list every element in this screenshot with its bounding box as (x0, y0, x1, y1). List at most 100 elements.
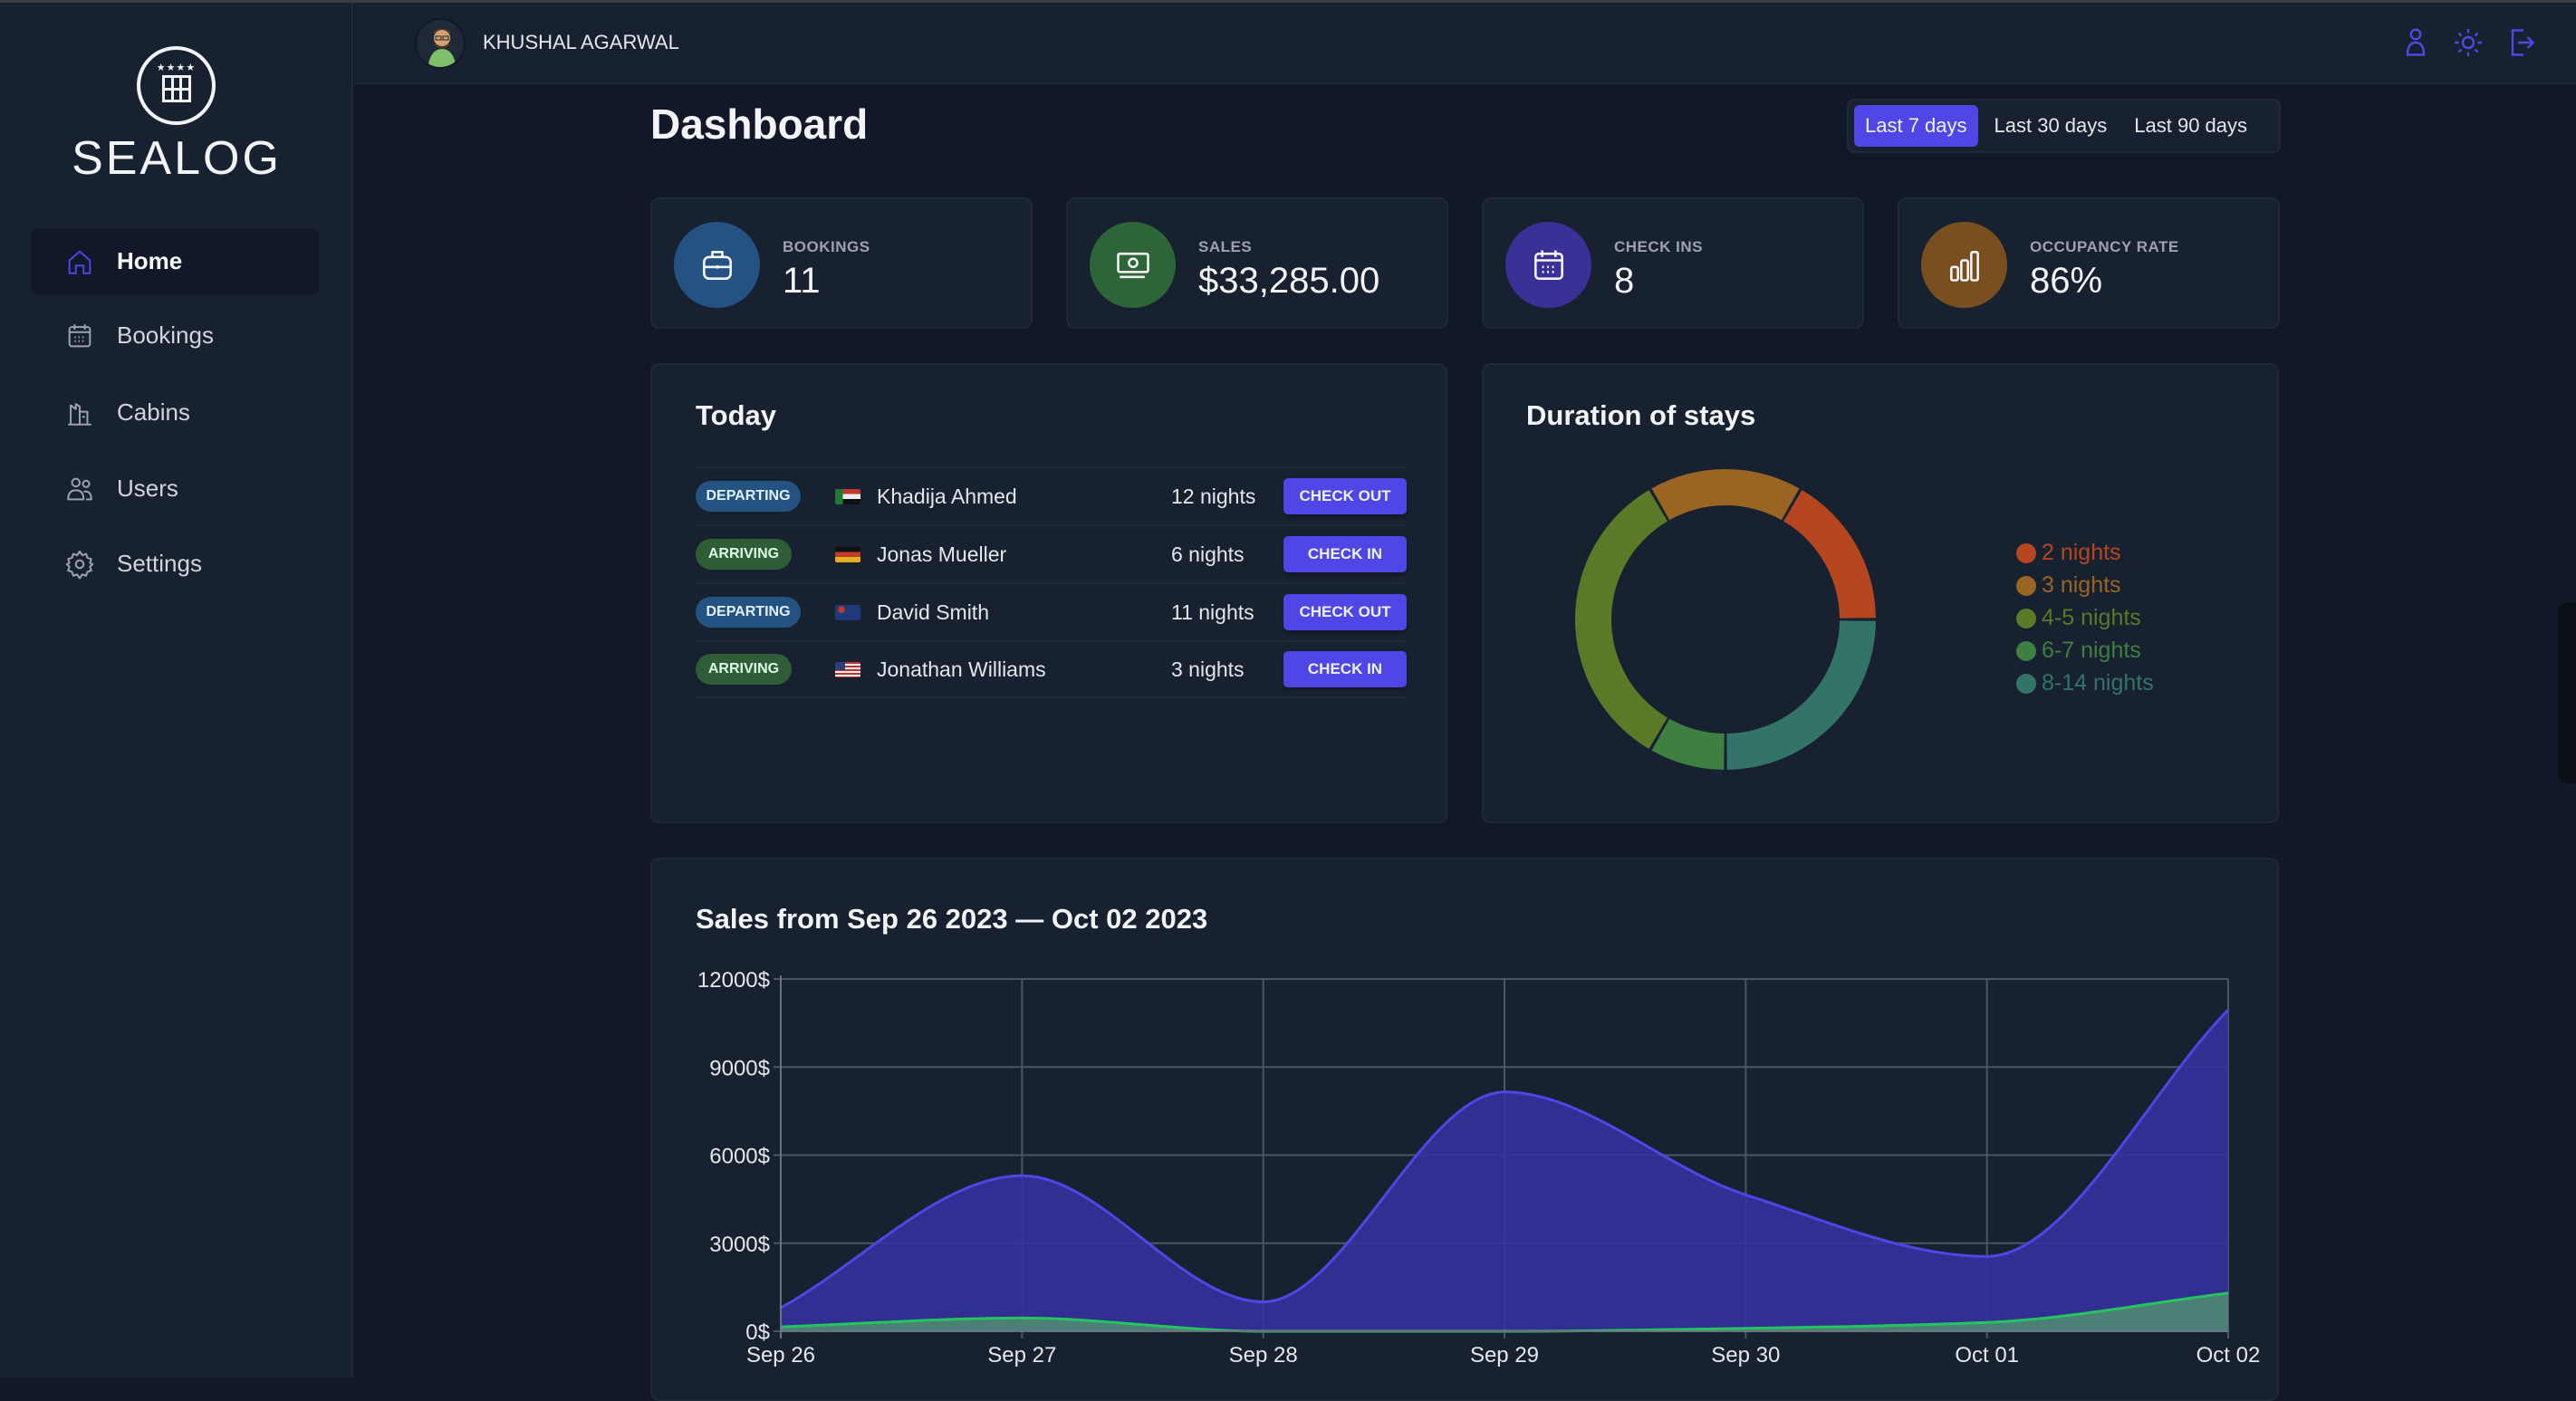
check-out-button[interactable]: CHECK OUT (1283, 478, 1407, 514)
donut-slice-3-nights[interactable] (1651, 469, 1800, 521)
banknote-icon (1116, 252, 1149, 278)
stat-icon-circle (1505, 222, 1591, 308)
donut-slice-6-7-nights[interactable] (1651, 718, 1725, 770)
stat-label: CHECK INS (1614, 238, 1704, 255)
gear-icon (65, 550, 94, 580)
check-in-button[interactable]: CHECK IN (1283, 536, 1407, 572)
legend-dot-icon (2016, 542, 2036, 563)
date-range-filter: Last 7 days Last 30 days Last 90 days (1847, 99, 2281, 153)
stat-value: 11 (783, 261, 821, 301)
legend-label: 2 nights (2042, 540, 2121, 565)
legend-label: 4-5 nights (2042, 605, 2141, 630)
home-icon (68, 250, 91, 274)
list-item: DEPARTING David Smith 11 nights CHECK OU… (696, 582, 1407, 640)
status-badge: ARRIVING (696, 539, 792, 570)
sidebar-item-label: Cabins (117, 398, 190, 426)
flag-sudan-icon (835, 488, 860, 504)
stat-value: $33,285.00 (1198, 261, 1380, 301)
sales-card: Sales from Sep 26 2023 — Oct 02 2023 (650, 858, 2279, 1401)
legend-label: 6-7 nights (2042, 638, 2141, 663)
check-in-button[interactable]: CHECK IN (1283, 651, 1407, 687)
filter-last-7-days[interactable]: Last 7 days (1854, 105, 1978, 147)
logo-text: SEALOG (72, 132, 282, 185)
legend-dot-icon (2016, 640, 2036, 661)
nights-count: 11 nights (1171, 600, 1254, 624)
legend-item: 3 nights (2016, 572, 2121, 599)
legend-dot-icon (2016, 608, 2036, 629)
filter-last-30-days[interactable]: Last 30 days (1994, 114, 2108, 137)
sidebar-item-label: Settings (117, 550, 202, 577)
legend-dot-icon (2016, 673, 2036, 694)
sidebar-item-cabins[interactable]: Cabins (31, 379, 319, 446)
stat-value: 86% (2030, 261, 2103, 301)
donut-slice-2-nights[interactable] (1783, 490, 1876, 619)
donut-slice-4-5-nights[interactable] (1575, 490, 1668, 749)
sun-icon[interactable] (2452, 26, 2485, 59)
flag-australia-icon (835, 604, 860, 620)
stat-value: 8 (1614, 261, 1635, 301)
duration-card: Duration of stays (1482, 363, 2279, 823)
scrollbar[interactable] (2558, 602, 2576, 783)
donut-slice-8-14-nights[interactable] (1726, 620, 1876, 770)
list-item: ARRIVING Jonas Mueller 6 nights CHECK IN (696, 524, 1407, 582)
building-icon (68, 402, 91, 426)
calendar-icon (1533, 250, 1563, 280)
list-item: DEPARTING Khadija Ahmed 12 nights CHECK … (696, 466, 1407, 524)
legend-item: 8-14 nights (2016, 670, 2154, 696)
flag-usa-icon (835, 661, 860, 677)
status-badge: DEPARTING (696, 481, 801, 512)
guest-name: Khadija Ahmed (877, 484, 1017, 508)
avatar[interactable] (415, 18, 466, 69)
legend-item: 4-5 nights (2016, 605, 2141, 631)
nights-count: 3 nights (1171, 657, 1245, 681)
users-icon (67, 477, 92, 500)
sidebar-item-bookings[interactable]: Bookings (31, 302, 319, 369)
guest-name: David Smith (877, 600, 989, 624)
list-item: ARRIVING Jonathan Williams 3 nights CHEC… (696, 640, 1407, 698)
nights-count: 12 nights (1171, 484, 1256, 508)
stat-label: SALES (1198, 238, 1253, 255)
filter-last-90-days[interactable]: Last 90 days (2134, 114, 2248, 137)
stat-card-check-ins: CHECK INS 8 (1482, 197, 1864, 329)
today-card: Today DEPARTING Khadija Ahmed 12 nights … (650, 363, 1447, 823)
stat-label: OCCUPANCY RATE (2030, 238, 2179, 255)
page-title: Dashboard (650, 101, 869, 148)
stat-icon-circle (1090, 222, 1176, 308)
user-icon[interactable] (2399, 26, 2432, 59)
logout-icon[interactable] (2504, 26, 2537, 59)
sidebar-item-users[interactable]: Users (31, 456, 319, 522)
briefcase-icon (702, 250, 732, 280)
header: KHUSHAL AGARWAL (354, 3, 2576, 84)
sidebar-item-label: Home (117, 247, 183, 274)
sidebar-item-home[interactable]: Home (31, 228, 319, 294)
legend-item: 6-7 nights (2016, 638, 2141, 664)
status-badge: DEPARTING (696, 597, 801, 628)
sidebar: ★★★★ SEALOG Home Bookings Cabins Users Setti… (0, 3, 353, 1377)
flag-germany-icon (835, 546, 860, 562)
stat-card-occupancy-rate: OCCUPANCY RATE 86% (1898, 197, 2280, 329)
guest-name: Jonathan Williams (877, 657, 1046, 681)
sidebar-item-label: Users (117, 475, 178, 502)
check-out-button[interactable]: CHECK OUT (1283, 594, 1407, 630)
legend-dot-icon (2016, 575, 2036, 596)
legend-label: 3 nights (2042, 572, 2121, 598)
calendar-icon (68, 323, 91, 347)
window-top-border (0, 0, 2576, 3)
sidebar-item-label: Bookings (117, 321, 214, 349)
guest-name: Jonas Mueller (877, 542, 1007, 566)
duration-title: Duration of stays (1526, 399, 1756, 431)
status-badge: ARRIVING (696, 654, 792, 685)
stat-icon-circle (1921, 222, 2007, 308)
sidebar-item-settings[interactable]: Settings (31, 531, 319, 597)
legend-label: 8-14 nights (2042, 670, 2154, 696)
bar-chart-icon (1949, 250, 1979, 282)
today-title: Today (696, 399, 776, 431)
stat-card-bookings: BOOKINGS 11 (650, 197, 1033, 329)
user-name: KHUSHAL AGARWAL (483, 31, 679, 53)
stat-icon-circle (674, 222, 760, 308)
logo-icon: ★★★★ (137, 46, 216, 125)
stat-card-sales: SALES $33,285.00 (1066, 197, 1448, 329)
legend-item: 2 nights (2016, 540, 2121, 566)
nights-count: 6 nights (1171, 542, 1245, 566)
